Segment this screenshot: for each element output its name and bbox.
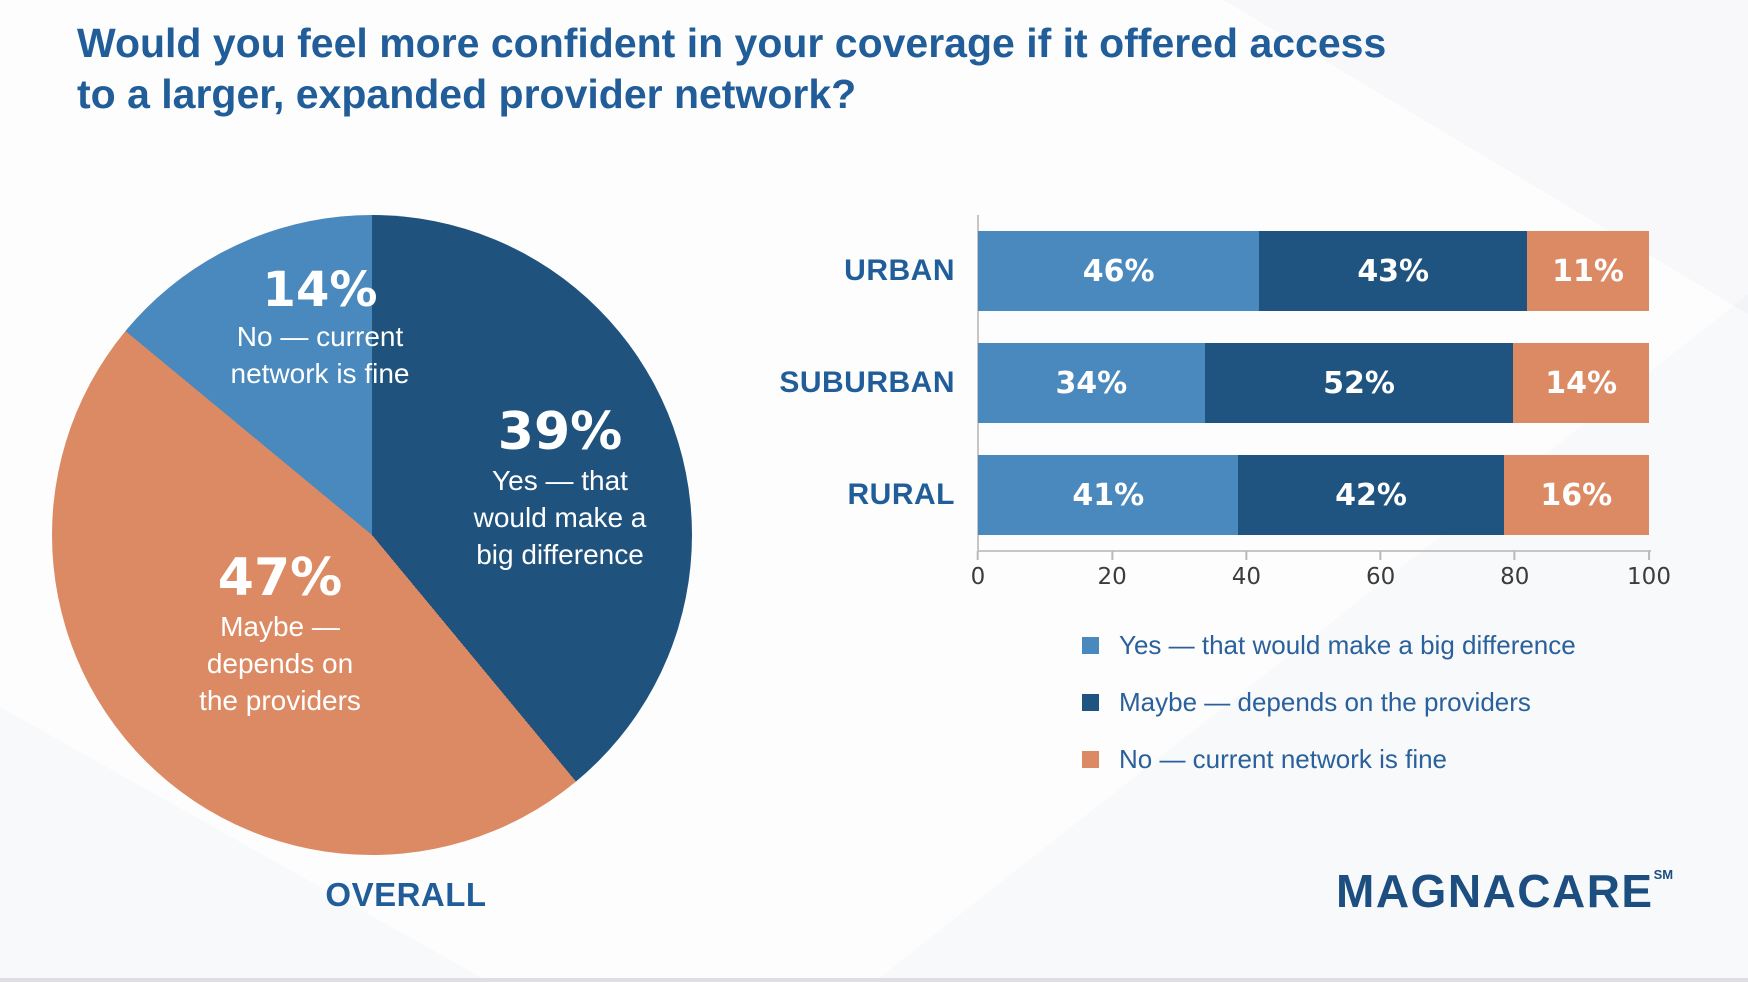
bar-value-urban-yes: 46% [1082,253,1155,289]
pie-caption: OVERALL [325,876,487,913]
bar-row-urban: 46% 43% 11% [978,231,1649,311]
pie-label-yes-line1: Yes — that [492,465,628,496]
tick-mark [976,551,979,560]
tick-mark [1245,551,1248,560]
legend-swatch-yes [1082,636,1099,654]
bar-segment-rural-maybe: 42% [1238,455,1504,535]
pie-chart [52,215,692,855]
legend-label-maybe: Maybe — depends on the providers [1119,686,1531,717]
pie-slice-label-no: 14% No — current network is fine [160,262,480,392]
bar-value-suburban-yes: 34% [1055,365,1128,401]
x-axis-tick-80: 80 [1500,551,1529,590]
tick-label: 0 [970,564,986,590]
page-title-line2: to a larger, expanded provider network? [77,71,857,117]
bar-segment-suburban-maybe: 52% [1204,343,1514,423]
legend-item-no: No — current network is fine [1082,743,1576,774]
legend-label-yes: Yes — that would make a big difference [1119,629,1576,660]
pie-label-maybe-line1: Maybe — [220,611,340,642]
bar-value-suburban-no: 14% [1545,365,1618,401]
bar-value-suburban-maybe: 52% [1323,365,1395,401]
pie-slice-label-yes: 39% Yes — that would make a big differen… [400,402,720,573]
pie-value-no: 14% [262,262,378,318]
bar-segment-rural-no: 16% [1503,455,1649,535]
x-axis-ticks: 0 20 40 60 80 100 [971,551,1671,601]
bar-value-urban-maybe: 43% [1357,253,1430,289]
pie-label-maybe-line3: the providers [199,685,361,716]
legend-swatch-no [1082,750,1099,768]
logo-service-mark: SM [1653,867,1674,882]
pie-value-yes: 39% [497,402,623,462]
page-title-line1: Would you feel more confident in your co… [77,20,1387,66]
tick-mark [1648,551,1650,560]
bar-row-label-urban: URBAN [844,254,955,287]
bar-chart-x-axis-line [977,550,1651,552]
bottom-edge-strip [0,978,1748,982]
tick-label: 40 [1231,564,1262,590]
pie-label-yes-line3: big difference [476,539,644,570]
bar-row-label-rural: RURAL [847,478,955,511]
tick-label: 80 [1500,564,1530,590]
x-axis-tick-60: 60 [1366,551,1395,590]
x-axis-tick-100: 100 [1627,551,1671,590]
bar-value-urban-no: 11% [1552,253,1624,289]
x-axis-tick-0: 0 [970,551,986,590]
pie-label-no-line1: No — current [236,321,404,352]
bar-segment-urban-maybe: 43% [1259,231,1528,311]
bar-row-rural: 41% 42% 16% [978,455,1649,535]
x-axis-tick-20: 20 [1098,551,1127,590]
tick-label: 100 [1627,564,1671,590]
tick-mark [1111,551,1114,560]
bar-value-rural-no: 16% [1540,477,1613,513]
bar-segment-suburban-yes: 34% [978,343,1205,423]
page-title: Would you feel more confident in your co… [77,18,1497,120]
pie-label-maybe-line2: depends on [206,648,354,679]
legend-item-maybe: Maybe — depends on the providers [1082,686,1576,717]
bar-segment-urban-yes: 46% [978,231,1260,311]
bar-value-rural-yes: 41% [1072,477,1145,513]
bar-segment-suburban-no: 14% [1513,343,1649,423]
pie-slice-label-maybe: 47% Maybe — depends on the providers [130,548,430,719]
tick-mark [1513,551,1516,560]
bar-segment-urban-no: 11% [1527,231,1649,311]
tick-label: 20 [1097,564,1127,590]
tick-mark [1379,551,1382,560]
legend-swatch-maybe [1082,693,1099,711]
magnacare-logo: MAGNACARESM [1336,864,1673,918]
legend: Yes — that would make a big difference M… [1082,629,1576,803]
bar-value-rural-maybe: 42% [1335,477,1407,513]
pie-label-no-line2: network is fine [230,358,410,389]
bar-row-label-suburban: SUBURBAN [779,366,955,399]
pie-value-maybe: 47% [217,548,343,608]
legend-item-yes: Yes — that would make a big difference [1082,629,1576,660]
legend-label-no: No — current network is fine [1119,743,1448,774]
tick-label: 60 [1365,564,1396,590]
logo-text: MAGNACARE [1336,865,1654,917]
x-axis-tick-40: 40 [1232,551,1261,590]
pie-label-yes-line2: would make a [473,502,647,533]
bar-segment-rural-yes: 41% [978,455,1239,535]
bar-row-suburban: 34% 52% 14% [978,343,1649,423]
